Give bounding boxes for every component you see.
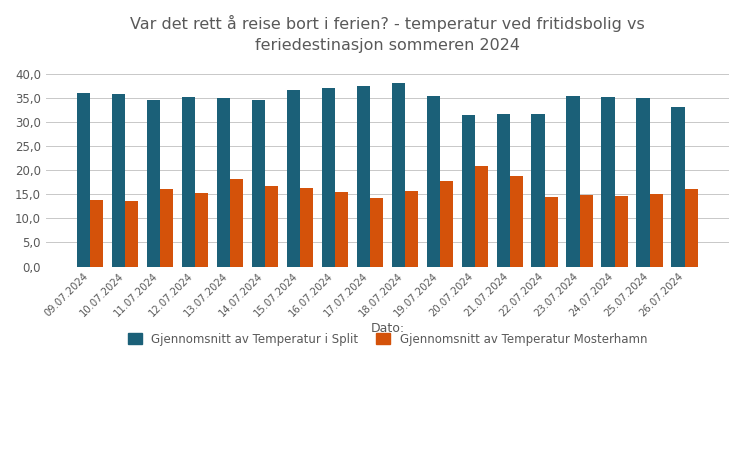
Bar	[112, 94, 125, 267]
Bar	[671, 107, 684, 267]
Bar	[580, 195, 593, 267]
Bar	[286, 91, 300, 267]
Bar	[370, 198, 383, 267]
Bar	[230, 179, 243, 267]
Bar	[321, 88, 335, 267]
Bar	[426, 96, 440, 267]
Bar	[601, 97, 615, 267]
Bar	[496, 114, 510, 267]
Bar	[265, 187, 278, 267]
Bar	[125, 201, 138, 267]
Bar	[510, 176, 523, 267]
Bar	[251, 100, 265, 267]
Bar	[90, 200, 103, 267]
Bar	[77, 93, 90, 267]
Bar	[391, 83, 405, 267]
Bar	[182, 97, 195, 267]
Bar	[335, 192, 348, 267]
Bar	[531, 114, 545, 267]
Bar	[545, 196, 558, 267]
Bar	[405, 191, 418, 267]
Bar	[684, 189, 698, 267]
Bar	[566, 96, 580, 267]
Bar	[615, 196, 628, 267]
Bar	[217, 97, 230, 267]
Bar	[147, 100, 160, 267]
Bar	[650, 194, 663, 267]
Bar	[440, 181, 453, 267]
Bar	[300, 188, 313, 267]
Bar	[636, 98, 650, 267]
Bar	[160, 189, 173, 267]
Bar	[356, 85, 370, 267]
Title: Var det rett å reise bort i ferien? - temperatur ved fritidsbolig vs
feriedestin: Var det rett å reise bort i ferien? - te…	[130, 15, 645, 53]
Bar	[195, 193, 208, 267]
X-axis label: Dato:: Dato:	[371, 322, 405, 334]
Bar	[475, 166, 488, 267]
Legend: Gjennomsnitt av Temperatur i Split, Gjennomsnitt av Temperatur Mosterhamn: Gjennomsnitt av Temperatur i Split, Gjen…	[128, 333, 647, 346]
Bar	[461, 115, 475, 267]
